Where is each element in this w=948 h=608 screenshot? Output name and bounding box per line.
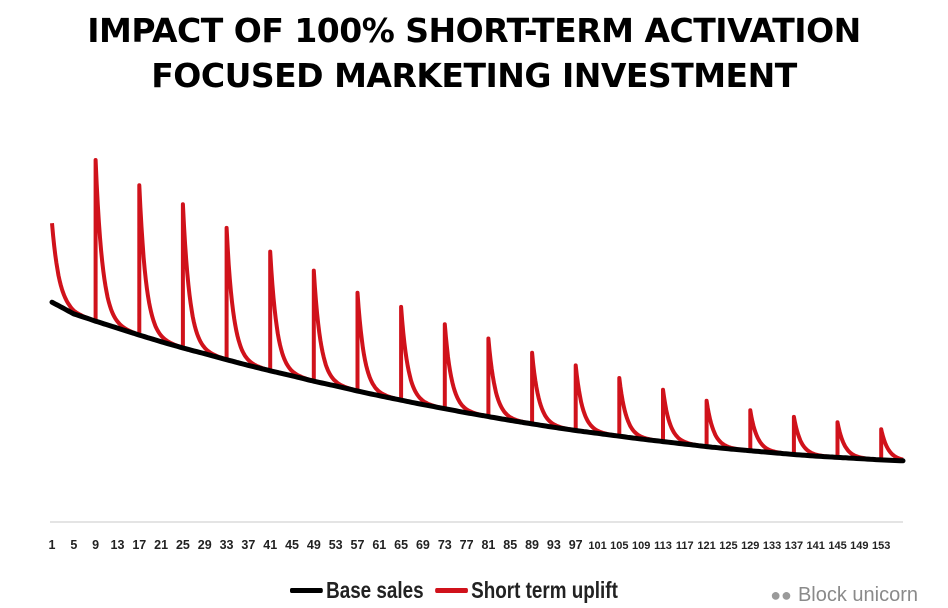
x-tick-label: 5 [70, 538, 77, 552]
x-tick-label: 65 [394, 538, 408, 552]
x-tick-label: 13 [111, 538, 125, 552]
x-tick-label: 97 [569, 538, 583, 552]
x-tick-label: 41 [263, 538, 277, 552]
x-tick-label: 33 [220, 538, 234, 552]
chart-title-line-1: IMPACT OF 100% SHORT-TERM ACTIVATION [87, 11, 861, 50]
legend-item-base-sales: Base sales [290, 577, 424, 604]
x-tick-label: 117 [676, 540, 694, 552]
x-tick-labels: 1 5 9 13 17 21 25 29 33 37 41 45 49 53 57 61 65 69 73 77 81 8… [49, 538, 891, 552]
x-tick-label: 17 [132, 538, 146, 552]
x-tick-label: 73 [438, 538, 452, 552]
x-tick-label: 1 [49, 538, 56, 552]
x-tick-label: 21 [154, 538, 168, 552]
x-tick-label: 145 [828, 540, 846, 552]
x-tick-label: 25 [176, 538, 190, 552]
x-tick-label: 93 [547, 538, 561, 552]
x-tick-label: 141 [807, 540, 825, 552]
chart-title-line-2: FOCUSED MARKETING INVESTMENT [151, 56, 797, 95]
legend-swatch-short-term-uplift [435, 587, 468, 593]
x-tick-label: 101 [588, 540, 606, 552]
x-tick-label: 53 [329, 538, 343, 552]
watermark: ●● Block unicorn [770, 584, 918, 607]
x-tick-label: 45 [285, 538, 299, 552]
series-layer [49, 158, 906, 464]
x-tick-label: 109 [632, 540, 650, 552]
x-tick-label: 137 [785, 540, 803, 552]
x-tick-label: 125 [719, 540, 737, 552]
x-tick-label: 153 [872, 540, 890, 552]
x-tick-label: 61 [372, 538, 386, 552]
legend-label-base-sales: Base sales [326, 576, 424, 603]
x-tick-label: 29 [198, 538, 212, 552]
legend-label-short-term-uplift: Short term uplift [471, 576, 618, 603]
x-tick-label: 77 [460, 538, 474, 552]
x-tick-label: 81 [481, 538, 495, 552]
x-tick-label: 69 [416, 538, 430, 552]
x-tick-label: 49 [307, 538, 321, 552]
legend-swatch-base-sales [290, 587, 323, 593]
x-tick-label: 37 [241, 538, 255, 552]
x-tick-label: 85 [503, 538, 517, 552]
x-tick-label: 113 [654, 540, 672, 552]
watermark-text: Block unicorn [797, 584, 918, 606]
x-tick-label: 129 [741, 540, 759, 552]
x-tick-label: 121 [697, 540, 715, 552]
legend: Base sales Short term uplift [290, 572, 618, 608]
x-tick-label: 9 [92, 538, 99, 552]
chart-title: IMPACT OF 100% SHORT-TERM ACTIVATION FOC… [0, 8, 948, 98]
legend-item-short-term-uplift: Short term uplift [435, 577, 618, 604]
x-tick-label: 133 [763, 540, 781, 552]
x-tick-label: 89 [525, 538, 539, 552]
x-tick-label: 149 [850, 540, 868, 552]
x-tick-label: 105 [610, 540, 628, 552]
x-tick-label: 57 [351, 538, 365, 552]
wechat-icon: ●● [770, 585, 792, 605]
series-line-base-sales [49, 299, 906, 464]
